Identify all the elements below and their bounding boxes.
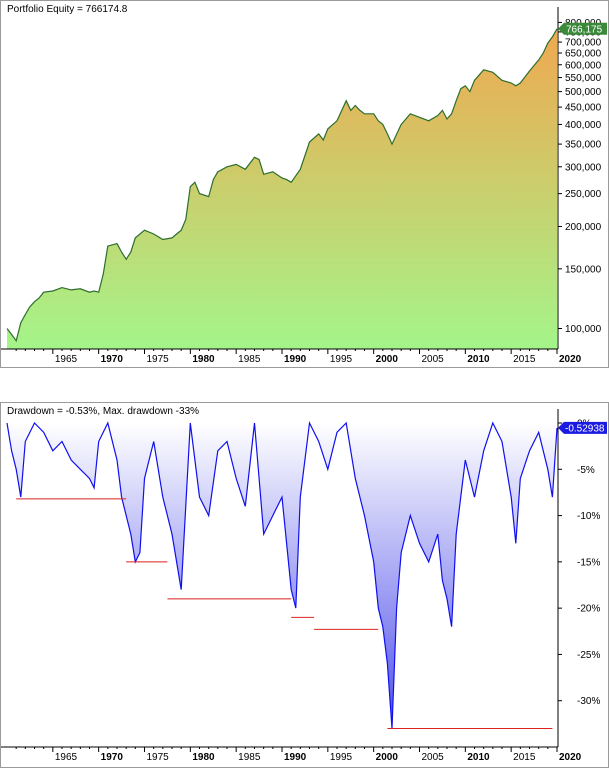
equity-x-tick-label: 1975 <box>147 354 170 365</box>
drawdown-line <box>6 420 558 729</box>
drawdown-y-tick-label: -15% <box>577 557 600 568</box>
drawdown-x-tick-label: 1995 <box>330 752 353 763</box>
drawdown-last-value-tag: -0.52938 <box>558 421 607 434</box>
equity-y-tick-label: 550,000 <box>565 73 602 84</box>
equity-x-tick-label: 2010 <box>467 354 490 365</box>
drawdown-x-tick-label: 1970 <box>101 752 124 763</box>
drawdown-x-tick-label: 1965 <box>55 752 78 763</box>
equity-x-tick-label: 2005 <box>422 354 445 365</box>
equity-last-value-label: 766,175 <box>566 24 603 35</box>
equity-area <box>7 28 557 350</box>
equity-x-tick-label: 1980 <box>192 354 215 365</box>
drawdown-x-tick-label: 2000 <box>376 752 399 763</box>
drawdown-y-tick-label: -20% <box>577 604 600 615</box>
equity-x-tick-label: 2020 <box>559 354 582 365</box>
equity-chart-panel: Portfolio Equity = 766174.8 100,000 150,0… <box>0 0 609 368</box>
drawdown-y-tick-label: -5% <box>577 465 595 476</box>
equity-y-tick-label: 500,000 <box>565 87 602 98</box>
equity-y-tick-label: 700,000 <box>565 38 602 49</box>
drawdown-x-tick-label: 2010 <box>467 752 490 763</box>
equity-y-tick-label: 400,000 <box>565 120 602 131</box>
equity-y-tick-label: 250,000 <box>565 189 602 200</box>
drawdown-x-tick-label: 2020 <box>559 752 582 763</box>
drawdown-x-tick-label: 2005 <box>422 752 445 763</box>
drawdown-y-tick-label: -10% <box>577 511 600 522</box>
equity-y-tick-label: 200,000 <box>565 222 602 233</box>
drawdown-chart-panel: Drawdown = -0.53%, Max. drawdown -33% 0%… <box>0 402 609 768</box>
equity-y-tick-label: 350,000 <box>565 140 602 151</box>
equity-chart: 100,000 150,000 200,000 250,000 300,000 350,0… <box>1 7 607 365</box>
drawdown-chart: 0%-5%-10%-15%-20%-25%-30%196519701975198… <box>1 409 607 763</box>
equity-x-tick-label: 2015 <box>513 354 536 365</box>
drawdown-y-tick-label: -30% <box>577 696 600 707</box>
drawdown-area <box>7 423 557 729</box>
drawdown-x-tick-label: 1980 <box>192 752 215 763</box>
equity-line <box>6 28 558 343</box>
drawdown-last-value-label: -0.52938 <box>565 423 605 434</box>
equity-x-tick-label: 1995 <box>330 354 353 365</box>
drawdown-x-tick-label: 1975 <box>147 752 170 763</box>
equity-x-tick-label: 1985 <box>238 354 261 365</box>
equity-y-tick-label: 300,000 <box>565 162 602 173</box>
equity-y-tick-label: 100,000 <box>565 324 602 335</box>
equity-last-value-tag: 766,175 <box>558 22 607 35</box>
equity-chart-title: Portfolio Equity = 766174.8 <box>7 4 128 15</box>
equity-y-tick-label: 600,000 <box>565 60 602 71</box>
drawdown-x-tick-label: 2015 <box>513 752 536 763</box>
drawdown-x-tick-label: 1985 <box>238 752 261 763</box>
equity-x-tick-label: 1965 <box>55 354 78 365</box>
drawdown-y-tick-label: -25% <box>577 650 600 661</box>
equity-y-tick-label: 150,000 <box>565 264 602 275</box>
drawdown-chart-title: Drawdown = -0.53%, Max. drawdown -33% <box>7 406 200 417</box>
equity-y-tick-label: 650,000 <box>565 48 602 59</box>
equity-x-tick-label: 1970 <box>101 354 124 365</box>
drawdown-x-tick-label: 1990 <box>284 752 307 763</box>
equity-x-tick-label: 1990 <box>284 354 307 365</box>
equity-y-tick-label: 450,000 <box>565 103 602 114</box>
equity-x-tick-label: 2000 <box>376 354 399 365</box>
